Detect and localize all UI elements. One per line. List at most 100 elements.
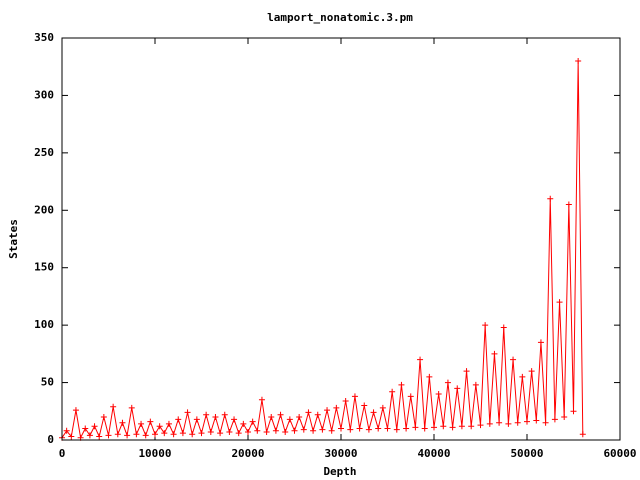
plot-border [61,37,621,441]
point-marker [482,322,489,329]
point-marker [254,427,261,434]
point-marker [319,426,326,433]
point-marker [375,425,382,432]
point-marker [203,411,210,418]
point-marker [472,381,479,388]
point-marker [505,420,512,427]
point-marker [356,425,363,432]
y-tick-label: 50 [41,376,54,389]
point-marker [435,391,442,398]
x-tick-label: 50000 [510,447,543,460]
point-marker [86,432,93,439]
point-marker [133,431,140,438]
point-marker [528,368,535,375]
point-marker [277,411,284,418]
point-marker [286,416,293,423]
point-marker [179,430,186,437]
point-marker [426,373,433,380]
point-marker [575,57,582,64]
point-marker [417,356,424,363]
point-marker [300,426,307,433]
point-marker [207,428,214,435]
point-marker [570,408,577,415]
point-marker [249,418,256,425]
point-marker [310,427,317,434]
point-marker [184,409,191,416]
point-marker [221,411,228,418]
x-tick-label: 10000 [138,447,171,460]
point-marker [305,409,312,416]
point-marker [119,419,126,426]
point-marker [91,423,98,430]
x-tick-label: 0 [59,447,66,460]
point-marker [245,428,251,435]
y-tick-label: 300 [34,88,54,101]
point-marker [110,403,117,410]
point-marker [128,404,135,411]
point-marker [351,393,358,400]
point-marker [565,201,572,208]
point-marker [393,426,400,433]
point-marker [547,195,554,202]
point-marker [333,404,340,411]
point-marker [328,427,335,434]
point-marker [314,411,321,418]
point-marker [542,419,549,426]
point-marker [468,423,475,430]
x-tick-label: 60000 [603,447,636,460]
point-marker [421,425,428,432]
point-marker [486,420,493,427]
x-axis-label: Depth [323,465,356,478]
point-marker [458,423,465,430]
point-marker [347,426,354,433]
point-marker [342,397,349,404]
point-marker [361,402,368,409]
point-marker [477,422,484,429]
point-marker [268,414,275,421]
point-marker [403,425,410,432]
point-marker [147,418,154,425]
y-axis-label: States [7,219,20,259]
point-marker [193,416,200,423]
point-marker [189,431,196,438]
point-marker [524,418,530,425]
point-marker [142,432,149,439]
point-marker [412,424,419,431]
point-marker [198,430,205,437]
point-marker [384,425,391,432]
point-marker [82,425,89,432]
point-marker [379,404,386,411]
point-marker [258,396,265,403]
point-marker [291,427,298,434]
point-marker [152,431,158,438]
point-marker [463,368,470,375]
x-tick-label: 20000 [231,447,264,460]
point-marker [63,427,70,434]
point-marker [537,339,544,346]
point-marker [324,407,331,414]
point-marker [449,424,456,431]
point-marker [217,430,224,437]
point-marker [156,423,163,430]
point-marker [551,416,558,423]
point-marker [138,420,145,427]
data-line [61,60,584,440]
point-marker [579,431,586,438]
y-tick-label: 350 [34,31,54,44]
y-tick-label: 0 [47,433,54,446]
point-marker [454,385,461,392]
point-marker [231,416,238,423]
point-marker [282,428,289,435]
point-marker [398,381,405,388]
point-marker [561,414,568,421]
point-marker [496,419,503,426]
point-marker [165,420,172,427]
point-marker [500,324,507,331]
point-marker [431,424,437,431]
point-marker [170,431,177,438]
x-tick-label: 40000 [417,447,450,460]
point-marker [338,425,344,432]
point-marker [444,379,451,386]
point-marker [514,419,521,426]
point-marker [235,430,242,437]
